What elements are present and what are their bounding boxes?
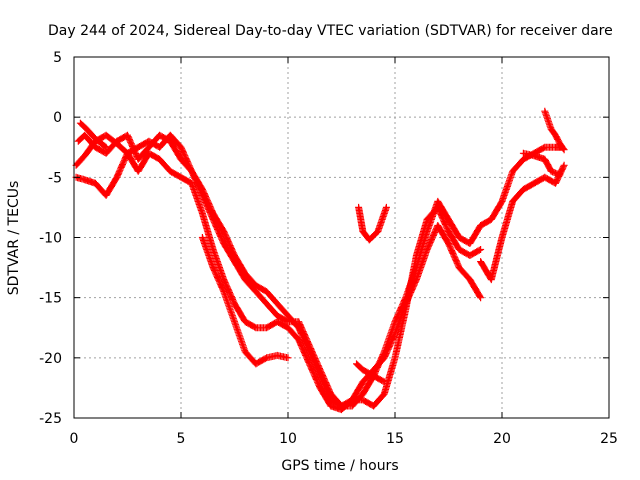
y-tick-label: 5 xyxy=(53,50,62,66)
data-markers xyxy=(353,360,388,386)
data-markers xyxy=(477,161,568,284)
x-tick-label: 5 xyxy=(177,431,186,447)
series-trace-7 xyxy=(477,161,568,284)
series-trace-6 xyxy=(355,203,390,244)
x-tick-label: 25 xyxy=(600,431,618,447)
x-tick-label: 20 xyxy=(493,431,511,447)
data-markers xyxy=(519,149,564,179)
series-trace-8 xyxy=(519,149,564,179)
data-markers xyxy=(355,203,390,244)
axis-ticks: 0 5 10 15 20 25 -25 -20 -15 -10 -5 0 5 xyxy=(39,50,618,447)
y-tick-label: -5 xyxy=(48,170,62,186)
data-markers xyxy=(198,234,292,368)
y-tick-label: -25 xyxy=(39,411,62,427)
x-tick-label: 10 xyxy=(279,431,297,447)
y-tick-label: 0 xyxy=(53,110,62,126)
data-markers xyxy=(541,107,568,154)
x-axis-label: GPS time / hours xyxy=(281,458,398,474)
series-trace-2 xyxy=(72,149,485,414)
series-trace-4 xyxy=(198,234,292,368)
chart-title: Day 244 of 2024, Sidereal Day-to-day VTE… xyxy=(48,23,613,39)
y-tick-label: -10 xyxy=(39,231,62,247)
x-tick-label: 15 xyxy=(386,431,404,447)
series-trace-10 xyxy=(76,119,110,151)
series-trace-3 xyxy=(74,131,485,410)
series-trace-5 xyxy=(353,360,388,386)
gridlines xyxy=(74,57,609,418)
x-tick-label: 0 xyxy=(70,431,79,447)
data-series xyxy=(72,107,568,414)
y-tick-label: -15 xyxy=(39,291,62,307)
data-markers xyxy=(76,119,110,151)
data-markers xyxy=(72,149,485,414)
data-markers xyxy=(74,131,485,410)
series-trace-9 xyxy=(541,107,568,154)
y-axis-label: SDTVAR / TECUs xyxy=(6,181,22,296)
y-tick-label: -20 xyxy=(39,351,62,367)
